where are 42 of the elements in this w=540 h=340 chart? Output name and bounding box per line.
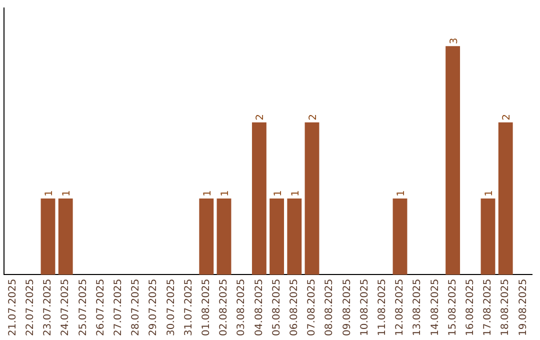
x-tick-label: 25.07.2025 xyxy=(78,278,89,336)
x-tick-label: 18.08.2025 xyxy=(500,278,512,336)
data-label: 1 xyxy=(220,190,231,197)
data-label: 2 xyxy=(502,114,513,120)
data-label: 1 xyxy=(272,190,284,197)
x-tick-label: 14.08.2025 xyxy=(430,278,441,336)
data-label: 1 xyxy=(290,190,302,197)
x-tick-label: 19.08.2025 xyxy=(518,278,529,336)
x-tick-label: 17.08.2025 xyxy=(482,278,494,336)
x-tick-label: 12.08.2025 xyxy=(394,278,406,336)
x-tick-label: 21.07.2025 xyxy=(7,278,18,336)
x-tick-label: 09.08.2025 xyxy=(342,278,353,336)
x-tick-label: 27.07.2025 xyxy=(112,278,124,336)
x-tick-label: 30.07.2025 xyxy=(166,278,177,336)
x-tick-label: 03.08.2025 xyxy=(236,278,248,336)
x-tick-label: 05.08.2025 xyxy=(271,278,282,336)
data-label: 1 xyxy=(396,190,407,197)
data-label: 1 xyxy=(202,190,214,197)
x-tick-label: 02.08.2025 xyxy=(218,278,230,336)
x-tick-label: 31.07.2025 xyxy=(183,278,194,336)
x-tick-label: 11.08.2025 xyxy=(376,278,388,336)
x-tick-label: 04.08.2025 xyxy=(254,278,265,336)
x-tick-label: 23.07.2025 xyxy=(42,278,54,336)
x-tick-label: 08.08.2025 xyxy=(324,278,336,336)
data-label: 1 xyxy=(44,190,55,197)
data-label: 3 xyxy=(448,38,460,44)
x-tick-label: 06.08.2025 xyxy=(288,278,300,336)
x-tick-label: 29.07.2025 xyxy=(148,278,160,336)
data-label: 2 xyxy=(255,114,266,120)
x-tick-label: 26.07.2025 xyxy=(95,278,106,336)
x-tick-label: 10.08.2025 xyxy=(359,278,370,336)
x-tick-label: 07.08.2025 xyxy=(306,278,318,336)
x-tick-label: 22.07.2025 xyxy=(24,278,36,336)
data-label: 1 xyxy=(62,190,73,197)
x-tick-label: 01.08.2025 xyxy=(200,278,212,336)
data-label: 2 xyxy=(308,114,319,120)
data-label: 1 xyxy=(484,190,495,197)
x-tick-label: 15.08.2025 xyxy=(447,278,458,336)
x-tick-label: 13.08.2025 xyxy=(412,278,424,336)
x-tick-label: 16.08.2025 xyxy=(464,278,476,336)
x-tick-label: 24.07.2025 xyxy=(60,278,72,336)
x-tick-label: 28.07.2025 xyxy=(130,278,142,336)
